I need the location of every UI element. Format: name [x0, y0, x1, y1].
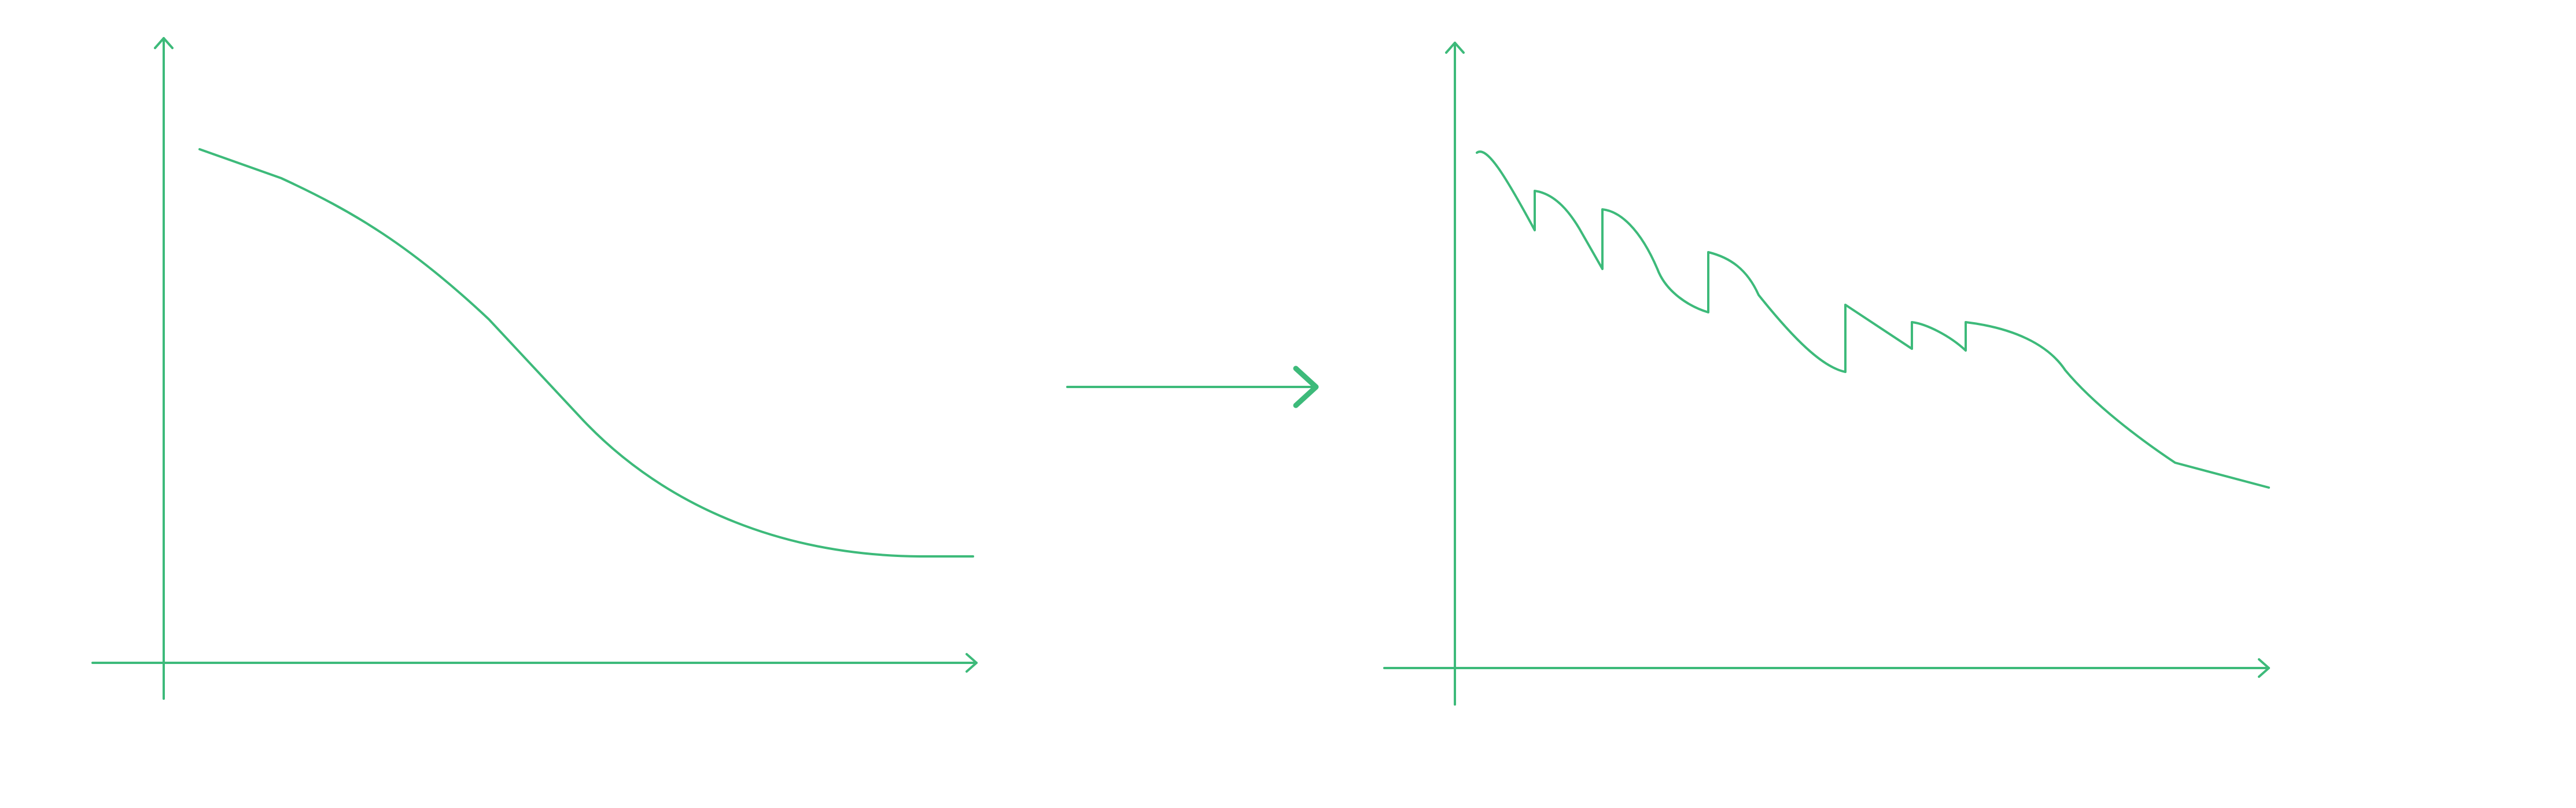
left-y-axis — [154, 37, 174, 700]
right-arrow-icon — [1293, 366, 1319, 408]
right-jagged-curve — [1476, 150, 2270, 489]
right-x-axis — [1383, 658, 2270, 678]
right-x-axis-arrowhead-icon — [2258, 658, 2270, 678]
left-x-axis — [91, 653, 978, 673]
left-graph — [91, 37, 978, 700]
right-graph — [1383, 42, 2270, 706]
left-smooth-curve — [198, 148, 974, 558]
right-y-axis-arrowhead-icon — [1445, 42, 1465, 54]
left-y-axis-arrowhead-icon — [154, 37, 174, 49]
left-x-axis-arrowhead-icon — [965, 653, 978, 673]
right-y-axis — [1445, 42, 1465, 706]
transform-arrow — [1066, 366, 1319, 408]
